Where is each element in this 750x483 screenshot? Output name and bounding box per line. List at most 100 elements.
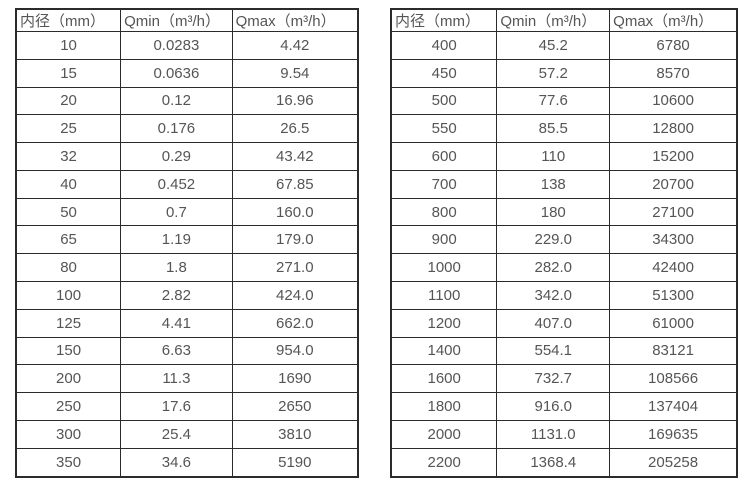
table-row: 200 11.3 1690 bbox=[15, 364, 359, 394]
table-cell: 27100 bbox=[609, 197, 738, 227]
table-cell: 424.0 bbox=[231, 281, 359, 310]
table-cell: 50 bbox=[15, 197, 122, 227]
table-cell: 400 bbox=[390, 31, 498, 60]
table-cell: 179.0 bbox=[231, 225, 359, 255]
table-row: 800 180 27100 bbox=[390, 197, 738, 227]
table-cell: 15200 bbox=[609, 142, 738, 171]
table-cell: 25.4 bbox=[120, 419, 233, 449]
table-row: 15 0.0636 9.54 bbox=[15, 58, 359, 88]
table-row: 32 0.29 43.42 bbox=[15, 142, 359, 171]
table-cell: 110 bbox=[496, 142, 611, 171]
table-cell: 205258 bbox=[609, 447, 738, 478]
column-header: Qmin（m³/h） bbox=[120, 8, 233, 32]
table-cell: 500 bbox=[390, 86, 498, 116]
table-cell: 1600 bbox=[390, 364, 498, 394]
table-cell: 137404 bbox=[609, 392, 738, 421]
table-cell: 11.3 bbox=[120, 364, 233, 394]
table-cell: 138 bbox=[496, 169, 611, 199]
table-cell: 8570 bbox=[609, 58, 738, 88]
table-cell: 1131.0 bbox=[496, 419, 611, 449]
table-cell: 200 bbox=[15, 364, 122, 394]
table-cell: 1690 bbox=[231, 364, 359, 394]
table-cell: 550 bbox=[390, 114, 498, 144]
header-row: 内径（mm） Qmin（m³/h） Qmax（m³/h） bbox=[15, 8, 359, 32]
table-cell: 700 bbox=[390, 169, 498, 199]
column-header: Qmax（m³/h） bbox=[231, 8, 359, 32]
table-cell: 125 bbox=[15, 308, 122, 338]
table-row: 1100 342.0 51300 bbox=[390, 281, 738, 310]
table-cell: 916.0 bbox=[496, 392, 611, 421]
table-cell: 17.6 bbox=[120, 392, 233, 421]
table-cell: 250 bbox=[15, 392, 122, 421]
column-header: Qmax（m³/h） bbox=[609, 8, 738, 32]
table-cell: 350 bbox=[15, 447, 122, 478]
table-cell: 0.0636 bbox=[120, 58, 233, 88]
table-cell: 2650 bbox=[231, 392, 359, 421]
table-cell: 662.0 bbox=[231, 308, 359, 338]
table-cell: 407.0 bbox=[496, 308, 611, 338]
table-row: 550 85.5 12800 bbox=[390, 114, 738, 144]
table-cell: 15 bbox=[15, 58, 122, 88]
table-cell: 150 bbox=[15, 336, 122, 366]
table-cell: 271.0 bbox=[231, 253, 359, 283]
flow-spec-table-small-diameters: 内径（mm） Qmin（m³/h） Qmax（m³/h） 10 0.0283 4.42 1… bbox=[15, 8, 359, 478]
table-cell: 0.176 bbox=[120, 114, 233, 144]
table-row: 80 1.8 271.0 bbox=[15, 253, 359, 283]
table-cell: 100 bbox=[15, 281, 122, 310]
table-row: 450 57.2 8570 bbox=[390, 58, 738, 88]
table-cell: 2.82 bbox=[120, 281, 233, 310]
table-cell: 800 bbox=[390, 197, 498, 227]
table-row: 1400 554.1 83121 bbox=[390, 336, 738, 366]
table-cell: 10 bbox=[15, 31, 122, 60]
table-row: 65 1.19 179.0 bbox=[15, 225, 359, 255]
table-row: 250 17.6 2650 bbox=[15, 392, 359, 421]
table-row: 900 229.0 34300 bbox=[390, 225, 738, 255]
table-cell: 160.0 bbox=[231, 197, 359, 227]
table-cell: 229.0 bbox=[496, 225, 611, 255]
table-cell: 83121 bbox=[609, 336, 738, 366]
table-cell: 1.19 bbox=[120, 225, 233, 255]
table-cell: 25 bbox=[15, 114, 122, 144]
table-row: 20 0.12 16.96 bbox=[15, 86, 359, 116]
table-row: 1600 732.7 108566 bbox=[390, 364, 738, 394]
table-row: 40 0.452 67.85 bbox=[15, 169, 359, 199]
table-header: 内径（mm） Qmin（m³/h） Qmax（m³/h） bbox=[15, 8, 359, 32]
table-cell: 1400 bbox=[390, 336, 498, 366]
flow-spec-table-large-diameters: 内径（mm） Qmin（m³/h） Qmax（m³/h） 400 45.2 6780 45… bbox=[390, 8, 738, 478]
table-cell: 65 bbox=[15, 225, 122, 255]
table-row: 2000 1131.0 169635 bbox=[390, 419, 738, 449]
column-header: 内径（mm） bbox=[390, 8, 498, 32]
table-row: 1200 407.0 61000 bbox=[390, 308, 738, 338]
table-cell: 6780 bbox=[609, 31, 738, 60]
column-header: Qmin（m³/h） bbox=[496, 8, 611, 32]
table-cell: 20700 bbox=[609, 169, 738, 199]
column-header: 内径（mm） bbox=[15, 8, 122, 32]
table-cell: 1100 bbox=[390, 281, 498, 310]
table-cell: 300 bbox=[15, 419, 122, 449]
table-cell: 2200 bbox=[390, 447, 498, 478]
table-cell: 4.41 bbox=[120, 308, 233, 338]
table-cell: 342.0 bbox=[496, 281, 611, 310]
table-cell: 34300 bbox=[609, 225, 738, 255]
table-row: 25 0.176 26.5 bbox=[15, 114, 359, 144]
table-cell: 85.5 bbox=[496, 114, 611, 144]
table-cell: 0.452 bbox=[120, 169, 233, 199]
table-cell: 600 bbox=[390, 142, 498, 171]
table-cell: 57.2 bbox=[496, 58, 611, 88]
table-cell: 67.85 bbox=[231, 169, 359, 199]
table-row: 10 0.0283 4.42 bbox=[15, 31, 359, 60]
table-cell: 1800 bbox=[390, 392, 498, 421]
table-cell: 1368.4 bbox=[496, 447, 611, 478]
table-cell: 40 bbox=[15, 169, 122, 199]
table-cell: 16.96 bbox=[231, 86, 359, 116]
table-cell: 77.6 bbox=[496, 86, 611, 116]
table-row: 125 4.41 662.0 bbox=[15, 308, 359, 338]
table-cell: 20 bbox=[15, 86, 122, 116]
table-body: 10 0.0283 4.42 15 0.0636 9.54 20 0.12 16.96 25 0.1… bbox=[15, 31, 359, 478]
table-cell: 450 bbox=[390, 58, 498, 88]
table-cell: 9.54 bbox=[231, 58, 359, 88]
table-cell: 180 bbox=[496, 197, 611, 227]
table-cell: 0.29 bbox=[120, 142, 233, 171]
table-row: 600 110 15200 bbox=[390, 142, 738, 171]
